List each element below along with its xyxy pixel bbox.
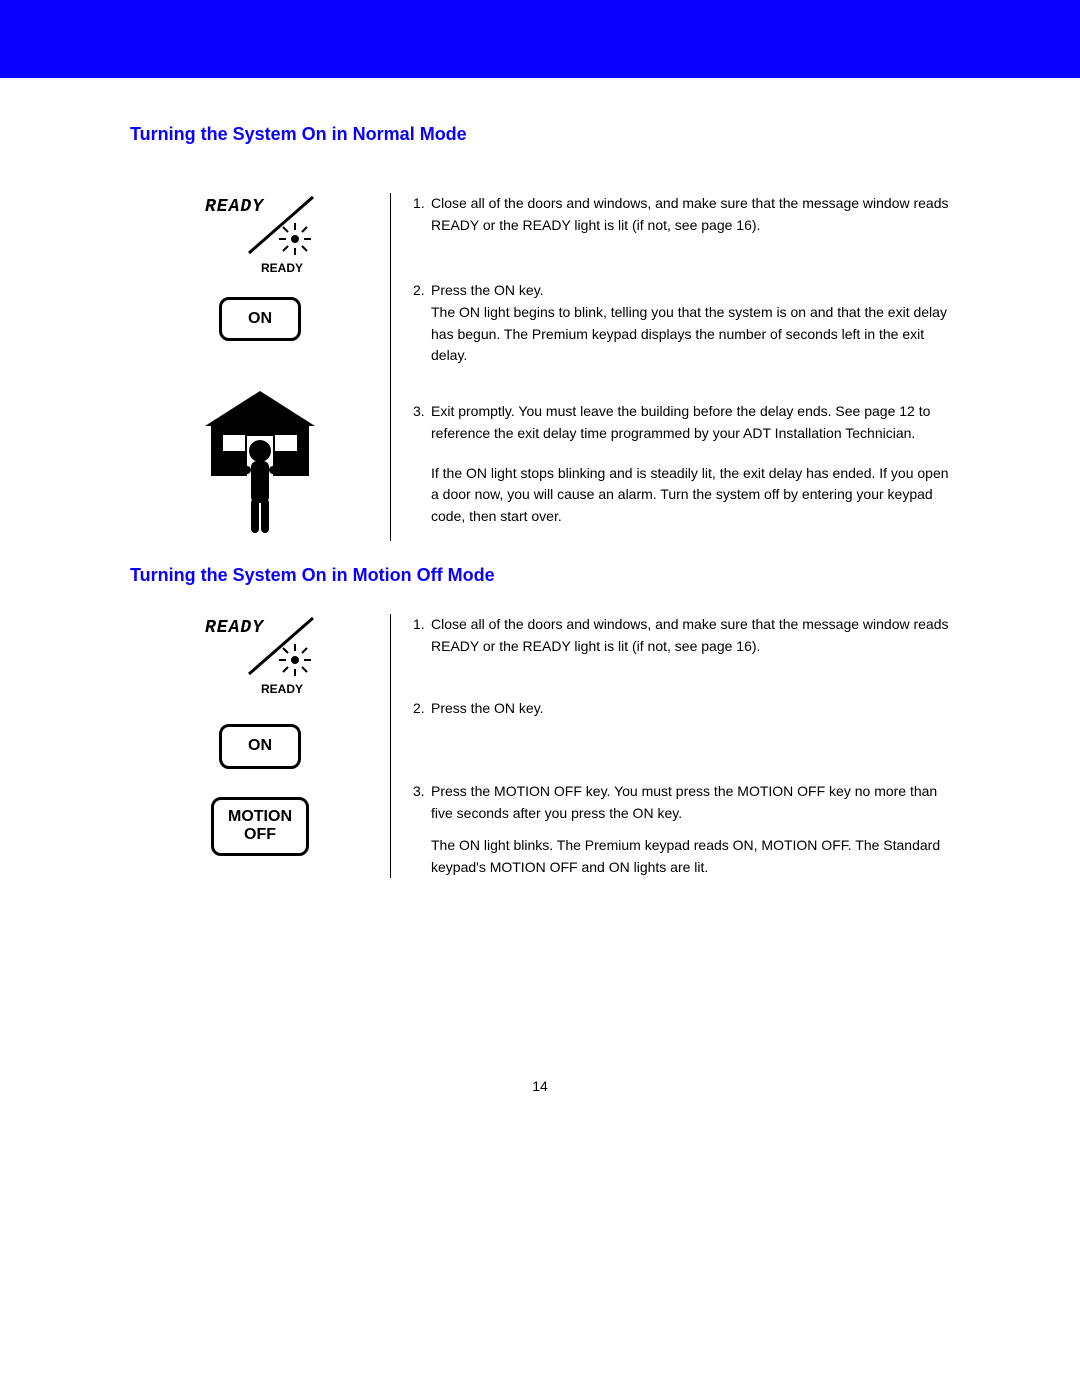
on-key-illustration: ON <box>219 297 301 341</box>
motion-off-key-line2: OFF <box>228 826 292 844</box>
motion-off-key-line1: MOTION <box>228 808 292 826</box>
ready-indicator: READY <box>205 618 315 696</box>
step-number: 1. <box>413 193 431 236</box>
step-text-line: Press the MOTION OFF key. You must press… <box>431 781 950 824</box>
step-number: 1. <box>413 614 431 657</box>
ready-indicator: READY <box>205 197 315 275</box>
section1-icons-column: READY <box>130 193 390 541</box>
step-text-line: If the ON light stops blinking and is st… <box>431 463 950 528</box>
page-number: 14 <box>130 1078 950 1114</box>
step-number: 2. <box>413 280 431 367</box>
step-number: 2. <box>413 698 431 720</box>
step-1: 1. Close all of the doors and windows, a… <box>413 614 950 657</box>
ready-light-icon <box>277 221 313 257</box>
ready-light-icon <box>277 642 313 678</box>
step-text: Press the ON key. The ON light begins to… <box>431 280 950 367</box>
section-heading-normal-mode: Turning the System On in Normal Mode <box>130 124 950 145</box>
step-text-line: The ON light blinks. The Premium keypad … <box>431 835 950 878</box>
step-text: Close all of the doors and windows, and … <box>431 193 950 236</box>
step-text-line: The ON light begins to blink, telling yo… <box>431 302 950 367</box>
step-text-line: Exit promptly. You must leave the buildi… <box>431 401 950 444</box>
section-heading-motion-off-mode: Turning the System On in Motion Off Mode <box>130 565 950 586</box>
page-content: Turning the System On in Normal Mode REA… <box>0 78 1080 1114</box>
section2-columns: READY <box>130 614 950 878</box>
step-1: 1. Close all of the doors and windows, a… <box>413 193 950 236</box>
step-text: Press the MOTION OFF key. You must press… <box>431 781 950 878</box>
step-number: 3. <box>413 781 431 878</box>
step-3: 3. Exit promptly. You must leave the bui… <box>413 401 950 527</box>
step-text-line: Press the ON key. <box>431 280 950 302</box>
step-2: 2. Press the ON key. <box>413 698 950 720</box>
step-text: Exit promptly. You must leave the buildi… <box>431 401 950 527</box>
section1-columns: READY <box>130 193 950 541</box>
section1-steps: 1. Close all of the doors and windows, a… <box>390 193 950 541</box>
on-key-illustration: ON <box>219 724 301 768</box>
step-number: 3. <box>413 401 431 527</box>
step-text: Press the ON key. <box>431 698 950 720</box>
section2-icons-column: READY <box>130 614 390 878</box>
exit-house-icon <box>195 381 325 541</box>
step-3: 3. Press the MOTION OFF key. You must pr… <box>413 781 950 878</box>
ready-label: READY <box>261 682 303 696</box>
step-2: 2. Press the ON key. The ON light begins… <box>413 280 950 367</box>
section2-steps: 1. Close all of the doors and windows, a… <box>390 614 950 878</box>
ready-label: READY <box>261 261 303 275</box>
step-text: Close all of the doors and windows, and … <box>431 614 950 657</box>
motion-off-key-illustration: MOTION OFF <box>211 797 309 856</box>
top-banner <box>0 0 1080 78</box>
